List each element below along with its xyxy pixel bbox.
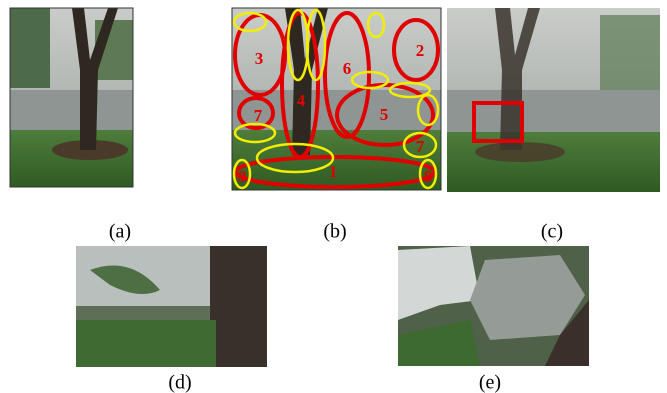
region-label: 7	[254, 106, 263, 125]
photo-c	[447, 8, 660, 192]
region-label: 5	[380, 105, 389, 124]
region-label: 7	[416, 137, 425, 156]
panel-caption: (c)	[541, 221, 563, 243]
panel-caption: (a)	[109, 221, 131, 243]
region-label: 2	[416, 41, 425, 60]
segmentation-b: 3 4 6 2 7 5 7 1 9 8	[232, 8, 441, 190]
panel-caption: (d)	[168, 372, 191, 393]
crop-e	[398, 246, 589, 366]
panel-caption: (b)	[323, 221, 346, 243]
region-label: 8	[424, 167, 433, 186]
figure: 3 4 6 2 7 5 7 1 9 8 (a) (b) (c) (d)	[0, 0, 667, 393]
region-label: 3	[255, 49, 264, 68]
photo-a	[10, 8, 133, 187]
panel-caption: (e)	[479, 372, 501, 393]
crop-d	[76, 246, 267, 367]
region-label: 9	[238, 167, 247, 186]
region-label: 1	[329, 162, 338, 181]
region-label: 6	[343, 59, 352, 78]
region-label: 4	[297, 91, 306, 110]
